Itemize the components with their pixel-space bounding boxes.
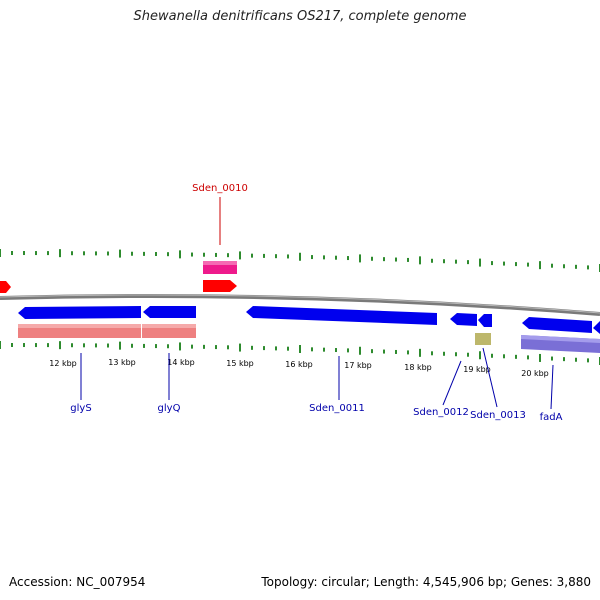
scale-label-17kbp: 17 kbp [344,361,372,370]
scale-label-16kbp: 16 kbp [285,360,313,369]
gene-block-glys-highlight [18,324,141,328]
forward-cds-partial[interactable] [0,281,11,293]
gene-label-fada[interactable]: fadA [540,412,563,423]
gene-label-sden-0012[interactable]: Sden_0012 [413,407,469,418]
label-leaders [80,347,554,410]
inner-tick-track [0,341,600,365]
forward-cds-sden-0010[interactable] [203,280,237,292]
leader-fada [550,364,554,410]
gene-block-glyq-highlight [142,324,196,328]
scale-labels: 12 kbp 13 kbp 14 kbp 15 kbp 16 kbp 17 kb… [49,358,549,378]
gene-label-sden-0013[interactable]: Sden_0013 [470,410,526,421]
reverse-cds-partial[interactable] [593,321,600,334]
rna-feature-highlight [203,261,237,265]
gene-label-sden-0011[interactable]: Sden_0011 [309,403,365,414]
genome-backbone [0,294,600,316]
genome-summary: Topology: circular; Length: 4,545,906 bp… [261,575,591,589]
gene-labels: glyS glyQ Sden_0010 Sden_0011 Sden_0012 … [70,183,562,423]
genome-backbone-highlight [0,294,600,314]
leader-sden-0012 [442,360,462,406]
scale-label-12kbp: 12 kbp [49,359,77,368]
gene-block-fada-highlight [521,335,600,343]
scale-label-20kbp: 20 kbp [521,369,549,378]
gene-label-glys[interactable]: glyS [70,403,91,414]
gene-label-sden-0010[interactable]: Sden_0010 [192,183,248,194]
gene-label-glyq[interactable]: glyQ [158,403,181,414]
scale-label-19kbp: 19 kbp [463,365,491,374]
scale-label-15kbp: 15 kbp [226,359,254,368]
leader-sden-0013 [482,347,498,408]
scale-label-14kbp: 14 kbp [167,358,195,367]
map-title: Shewanella denitrificans OS217, complete… [133,9,467,24]
reverse-cds-sden-0011[interactable] [246,306,437,325]
reverse-cds-fada[interactable] [522,317,592,333]
scale-label-18kbp: 18 kbp [404,363,432,372]
reverse-cds-sden-0012[interactable] [450,313,477,326]
reverse-cds-glyq[interactable] [143,306,196,318]
outer-tick-track [0,249,600,272]
accession-label: Accession: NC_007954 [9,575,146,589]
misc-feature[interactable] [475,333,491,345]
scale-label-13kbp: 13 kbp [108,358,136,367]
reverse-cds-glys[interactable] [18,306,141,319]
reverse-cds-sden-0013[interactable] [478,314,492,327]
